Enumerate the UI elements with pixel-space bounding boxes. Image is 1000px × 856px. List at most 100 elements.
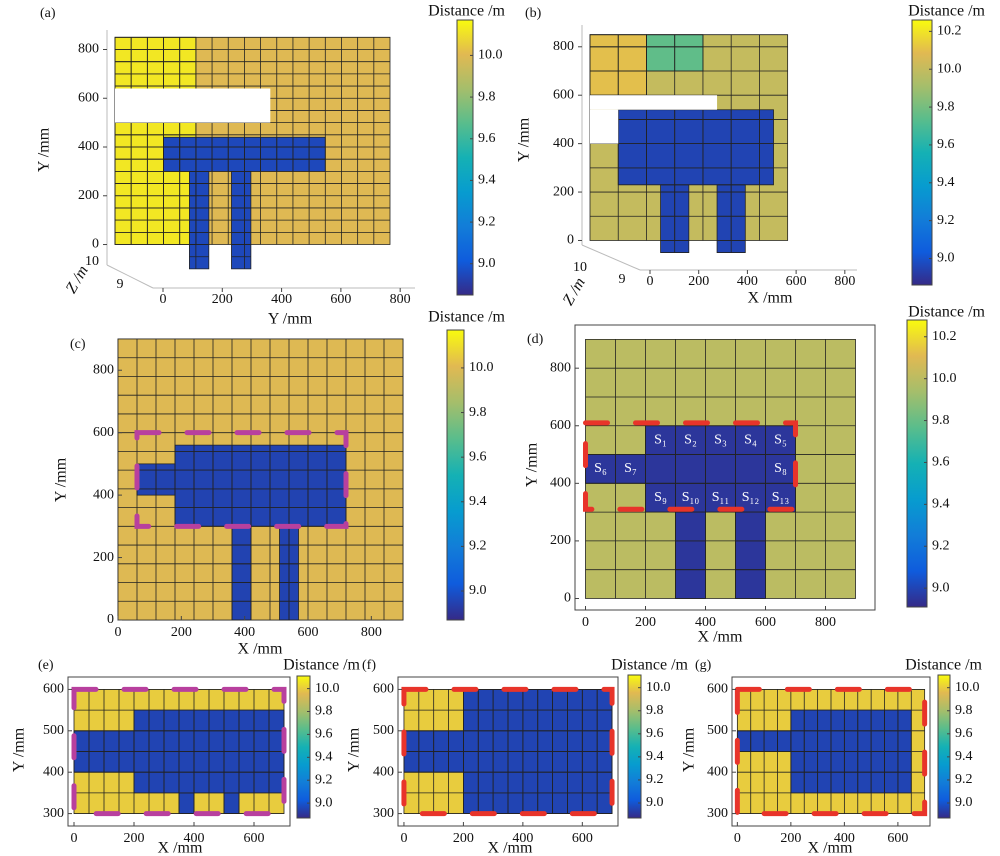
x-tick-label: 600 [298,625,319,640]
colorbar-tick-label: 10.0 [937,61,962,76]
colorbar-tick-label: 9.6 [932,455,950,470]
y-axis-label: Y /mm [11,727,28,772]
y-tick-label: 400 [43,764,64,779]
colorbar-tick-label: 10.0 [646,680,671,695]
cell-grid [660,184,690,253]
y-tick-label: 500 [707,723,728,738]
colorbar [627,674,642,819]
colorbar-tick-label: 9.2 [315,772,333,787]
boundary-outline [734,686,928,817]
y-tick-label: 200 [553,184,574,199]
colorbar-tick-label: 9.6 [937,137,955,152]
x-tick-label: 200 [453,831,474,846]
colorbar-tick-label: 9.2 [932,538,950,553]
colorbar-tick-label: 9.2 [955,772,973,787]
gap-region [590,109,619,144]
cell-grid [178,792,195,814]
cell-region [179,792,194,814]
y-axis-label: Y /mm [346,727,363,772]
segment-label: S₃ [714,432,727,447]
y-tick-label: 400 [373,764,394,779]
x-axis-label: X /mm [698,629,743,646]
x-tick-label: 600 [330,292,351,307]
panel-tag: (c) [70,337,86,352]
x-axis-label: X /mm [238,641,283,658]
colorbar [446,329,465,621]
z-tick-label: 9 [117,277,124,292]
x-tick-label: 200 [212,292,233,307]
x-axis-label: Y /mm [268,311,313,328]
y-axis-label: Y /mm [524,442,541,487]
colorbar-tick-label: 9.8 [955,703,973,718]
x-tick-label: 800 [361,625,382,640]
y-axis-label: Y /mm [53,457,70,502]
colorbar-tick-label: 9.0 [646,795,664,810]
segment-label: S₁₁ [712,490,730,505]
panel: 0 200 400 600 300 400 500 600 (g) X /mm Y /mm 10.0 9… [681,657,983,856]
x-tick-label: 200 [780,831,801,846]
colorbar-tick-label: 9.0 [469,583,487,598]
colorbar-label: Distance /m [611,657,688,674]
y-axis-label: Y /mm [36,127,53,172]
colorbar-label: Distance /m [905,657,982,674]
x-tick-label: 0 [734,831,741,846]
z-tick-label: 10 [85,254,99,269]
axis-frame [581,25,857,271]
x-tick-label: 400 [234,625,255,640]
panel: 0 200 400 600 300 400 500 600 (f) X /mm Y /mm 10.0 9… [346,657,689,856]
colorbar-tick-label: 9.8 [315,704,333,719]
colorbar [456,19,474,296]
panel: S₁ S₂ S₃ S₄ S₅ S₆ S₇ S₈ S₉ S₁₀ S₁₁ S₁₂ S₁₃ 0 200 400 600… [524,304,986,646]
boundary-outline [583,420,798,512]
cell-region [735,512,766,599]
panel-tag: (d) [527,332,544,347]
y-tick-label: 300 [373,806,394,821]
x-tick-label: 600 [572,831,593,846]
x-tick-label: 0 [582,615,589,630]
colorbar-tick-label: 9.6 [955,726,973,741]
x-tick-label: 400 [834,831,855,846]
x-tick-label: 600 [755,615,776,630]
cell-grid [675,511,706,599]
colorbar-tick-label: 9.8 [932,413,950,428]
colorbar-tick-label: 9.4 [646,749,664,764]
colorbar-tick-label: 9.8 [646,703,664,718]
y-tick-label: 500 [373,723,394,738]
x-tick-label: 800 [815,615,836,630]
panel: 0 200 400 600 800 0 200 400 600 800 (c) X /mm Y /mm 1… [53,309,506,658]
cell-grid [617,109,774,186]
colorbar-tick-label: 9.0 [478,256,496,271]
colorbar-tick-label: 10.0 [955,680,980,695]
y-tick-label: 600 [707,682,728,697]
x-tick-label: 400 [271,292,292,307]
y-tick-label: 800 [93,362,114,377]
cell-grid [646,34,704,72]
cell-grid [716,184,746,253]
panel: 0 200 400 600 300 400 500 600 (e) X /mm Y /mm 10.0 9… [11,657,361,856]
segment-label: S₆ [594,461,607,476]
x-axis-label: X /mm [158,840,203,856]
z-axis-label: Z /m [560,275,589,309]
x-tick-label: 0 [115,625,122,640]
cell-grid [735,511,766,599]
x-axis-label: X /mm [748,290,793,307]
x-tick-label: 200 [171,625,192,640]
colorbar-tick-label: 9.8 [937,99,955,114]
y-tick-label: 400 [553,136,574,151]
x-tick-label: 600 [244,831,265,846]
colorbar-tick-label: 9.0 [315,795,333,810]
gap-region [115,88,271,123]
colorbar-tick-label: 9.2 [469,539,487,554]
y-axis-label: Y /mm [516,117,533,162]
cell-grid [231,170,252,270]
y-tick-label: 200 [550,533,571,548]
colorbar-label: Distance /m [283,657,360,674]
y-tick-label: 600 [553,87,574,102]
cell-region [645,425,796,513]
segment-label: S₄ [744,432,757,447]
x-tick-label: 200 [688,274,709,289]
colorbar [906,319,928,608]
colorbar-tick-label: 9.6 [469,449,487,464]
y-tick-label: 400 [707,764,728,779]
